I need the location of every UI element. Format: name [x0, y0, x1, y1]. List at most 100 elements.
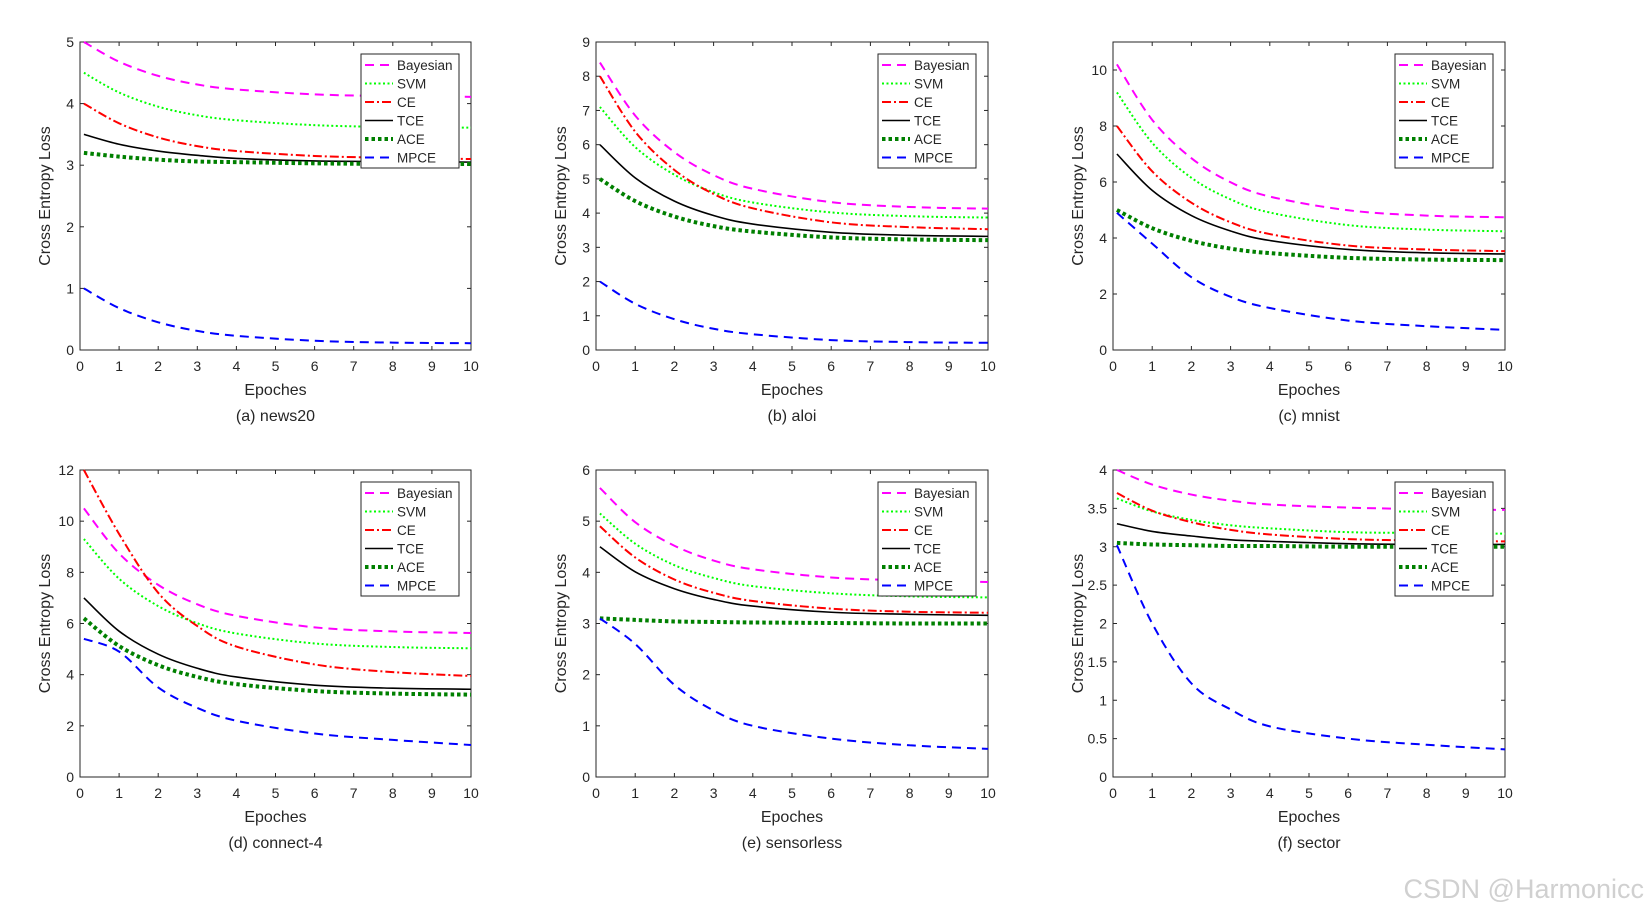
x-tick-label: 8	[389, 358, 397, 374]
subplot-caption: (c) mnist	[1278, 408, 1340, 425]
x-tick-label: 1	[1148, 358, 1156, 374]
legend-label: MPCE	[397, 151, 436, 166]
x-tick-label: 6	[1344, 358, 1352, 374]
y-tick-label: 8	[66, 564, 74, 580]
legend-label: MPCE	[914, 579, 953, 594]
legend-label: CE	[914, 523, 933, 538]
legend-box	[1394, 481, 1494, 597]
legend-label: TCE	[914, 114, 941, 129]
legend-label: CE	[1431, 523, 1450, 538]
x-tick-label: 5	[1305, 358, 1313, 374]
y-tick-label: 0	[66, 342, 74, 358]
x-tick-label: 0	[1109, 358, 1117, 374]
x-tick-label: 6	[827, 785, 835, 801]
y-axis-label: Cross Entropy Loss	[37, 126, 54, 266]
y-tick-label: 10	[58, 513, 74, 529]
y-tick-label: 4	[66, 667, 74, 683]
watermark: CSDN @Harmonicc	[1403, 874, 1644, 904]
series-line-mpce	[599, 280, 989, 344]
y-axis-label: Cross Entropy Loss	[553, 126, 570, 266]
y-tick-label: 5	[582, 171, 590, 187]
legend-label: CE	[397, 523, 416, 538]
x-tick-label: 9	[1462, 358, 1470, 374]
x-tick-label: 3	[193, 785, 201, 801]
legend-label: TCE	[1431, 114, 1458, 129]
y-tick-label: 5	[66, 34, 74, 50]
y-tick-label: 0	[1099, 342, 1107, 358]
x-tick-label: 0	[1109, 785, 1117, 801]
x-tick-label: 8	[389, 785, 397, 801]
legend-label: ACE	[1431, 132, 1459, 147]
y-tick-label: 0	[1099, 769, 1107, 785]
x-tick-label: 2	[671, 358, 679, 374]
y-tick-label: 7	[582, 102, 590, 118]
y-tick-label: 1	[582, 718, 590, 734]
legend-label: ACE	[397, 132, 425, 147]
legend-label: Bayesian	[1431, 486, 1487, 501]
x-tick-label: 9	[428, 785, 436, 801]
x-tick-label: 2	[154, 785, 162, 801]
series-line-tce	[599, 546, 989, 617]
series-line-svm	[599, 512, 989, 599]
x-tick-label: 0	[592, 358, 600, 374]
legend-label: ACE	[914, 560, 942, 575]
y-tick-label: 1	[1099, 692, 1107, 708]
series-line-ace	[598, 177, 989, 243]
legend-label: SVM	[397, 505, 426, 520]
x-tick-label: 2	[1188, 358, 1196, 374]
x-tick-label: 6	[311, 785, 319, 801]
y-tick-label: 10	[1091, 62, 1107, 78]
y-tick-label: 3	[66, 157, 74, 173]
series-line-ce	[599, 525, 989, 614]
subplot-caption: (e) sensorless	[742, 835, 842, 852]
y-axis-label: Cross Entropy Loss	[37, 554, 54, 694]
x-tick-label: 7	[1384, 358, 1392, 374]
series-line-mpce	[599, 617, 989, 750]
series-line-tce	[83, 597, 472, 691]
y-tick-label: 2	[66, 718, 74, 734]
y-tick-label: 1	[582, 308, 590, 324]
y-tick-label: 6	[582, 137, 590, 153]
y-tick-label: 0	[582, 342, 590, 358]
x-axis-label: Epoches	[761, 809, 823, 826]
x-tick-label: 1	[115, 785, 123, 801]
series-line-ace	[599, 616, 989, 626]
legend-label: TCE	[914, 542, 941, 557]
subplot-1: 0 1 2 3 4 5 6 7 8 9 10 0 1 2 3 4 5 Epoches Cross Entropy L…	[37, 34, 479, 425]
x-tick-label: 8	[906, 785, 914, 801]
x-axis-label: Epoches	[761, 382, 823, 399]
legend: Bayesian SVM CE TCE ACE MPCE	[877, 481, 977, 597]
x-tick-label: 8	[1423, 358, 1431, 374]
legend-label: MPCE	[1431, 151, 1470, 166]
legend-label: MPCE	[914, 151, 953, 166]
series-line-mpce	[1116, 212, 1506, 331]
legend-box	[877, 53, 977, 169]
legend-label: CE	[397, 95, 416, 110]
y-tick-label: 2	[1099, 286, 1107, 302]
legend-label: TCE	[397, 114, 424, 129]
legend-box	[360, 53, 460, 169]
y-tick-label: 1.5	[1088, 654, 1108, 670]
legend-label: ACE	[1431, 560, 1459, 575]
series-line-svm	[1116, 91, 1506, 233]
y-tick-label: 3	[1099, 539, 1107, 555]
y-tick-label: 6	[66, 616, 74, 632]
x-tick-label: 6	[827, 358, 835, 374]
y-tick-label: 4	[582, 205, 590, 221]
series-line-ace	[1115, 208, 1506, 263]
y-axis-label: Cross Entropy Loss	[553, 554, 570, 694]
series-line-bayesian	[1116, 63, 1506, 219]
legend: Bayesian SVM CE TCE ACE MPCE	[360, 481, 460, 597]
y-tick-label: 0.5	[1088, 731, 1108, 747]
series-line-tce	[1116, 153, 1506, 255]
y-tick-label: 5	[582, 513, 590, 529]
x-tick-label: 0	[76, 785, 84, 801]
x-tick-label: 8	[1423, 785, 1431, 801]
y-tick-label: 0	[582, 769, 590, 785]
series-line-ce	[1116, 492, 1506, 543]
y-tick-label: 4	[1099, 230, 1107, 246]
x-tick-label: 4	[749, 358, 757, 374]
x-tick-label: 1	[631, 785, 639, 801]
